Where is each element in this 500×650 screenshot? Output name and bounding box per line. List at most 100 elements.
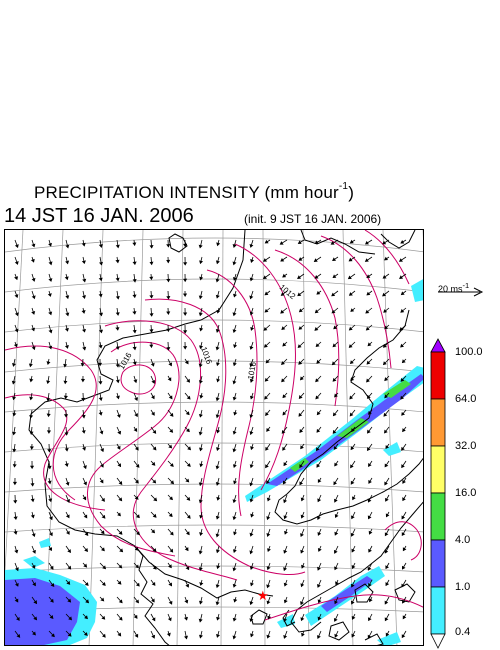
wind-vector-head [382,240,387,245]
wind-vector-head [264,291,269,296]
wind-vector-head [263,258,268,262]
colorbar-top-arrow [430,338,446,353]
colorbar-label: 1.0 [455,581,471,593]
wind-vector-head [334,514,339,518]
wind-vector-head [80,378,86,383]
wind-vector-head [349,395,354,400]
wind-vector-head [249,363,254,368]
wind-vector-head [199,634,203,639]
wind-vector-head [166,311,171,315]
wind-vector-head [401,634,406,639]
wind-vector-head [233,480,237,485]
wind-vector-head [149,329,154,333]
wind-vector-head [250,582,254,587]
wind-vector-head [266,532,271,537]
wind-vector-head [168,582,173,587]
wind-vector-head [267,548,271,553]
wind-vector-head [83,514,88,519]
wind-vector-head [385,497,389,502]
wind-vector-head [249,532,254,537]
wind-vector-head [48,547,53,552]
wind-vector-head [401,464,405,469]
wind-vector-head [115,312,120,316]
isobar-contours [5,230,423,621]
wind-vector-head [183,312,188,316]
wind-vector-head [100,463,104,468]
wind-vector-head [82,278,87,283]
wind-vector-head [249,498,254,503]
wind-vector-head [215,278,220,283]
wind-vector-head [249,378,254,383]
wind-vector-head [385,445,390,450]
wind-vector-head [385,632,390,637]
wind-vector-head [384,394,389,399]
wind-vector-head [166,328,171,333]
wind-vector-head [136,531,140,536]
wind-vector-head [13,500,18,504]
wind-vector-head [216,378,221,383]
wind-vector-head [199,327,204,332]
wind-vector-head [215,601,220,606]
wind-vector-head [185,478,190,483]
wind-vector-head [151,461,156,466]
wind-vector-head [300,583,305,588]
wind-vector-head [314,240,319,245]
wind-vector-head [149,245,154,249]
wind-vector-head [151,529,156,534]
wind-vector-head [400,308,405,313]
wind-vector-head [215,482,220,486]
wind-vector-head [168,513,173,518]
wind-vector-head [64,345,69,349]
wind-vector-head [118,497,123,502]
wind-vector-head [265,464,269,469]
wind-vector-head [136,514,140,519]
wind-vector-head [198,550,203,555]
wind-vector-head [298,395,303,399]
wind-vector-head [32,631,36,636]
wind-vector-head [12,396,17,401]
wind-vector-head [367,566,372,571]
wind-vector-head [266,427,271,432]
wind-vector-head [32,549,36,554]
wind-vector-head [133,614,138,619]
wind-vector-head [332,377,337,382]
wind-vector-head [84,548,88,553]
wind-vector-head [81,430,86,434]
wind-vector-head [64,447,69,452]
wind-vector-head [317,616,322,621]
wind-vector-head [133,427,138,432]
wind-vector-head [333,446,338,450]
wind-vector-head [215,549,220,554]
wind-vector-head [316,583,321,588]
wind-vector-head [317,531,322,536]
wind-vector-head [283,567,287,572]
wind-vector-head [401,565,406,570]
wind-vector-head [264,377,269,382]
wind-vector-head [401,515,406,520]
wind-vector-head [31,327,36,332]
wind-vector-head [100,448,105,453]
wind-vector-head [314,327,319,331]
wind-vector-head [402,497,406,502]
wind-vector-head [183,243,188,248]
wind-vector-head [216,634,220,638]
wind-vector-head [199,394,204,399]
wind-vector-head [198,380,203,384]
wind-vector-head [151,598,155,603]
wind-vector-head [366,378,370,383]
isobar-label: 1012 [278,283,298,302]
wind-vector-head [152,513,157,518]
wind-vector-head [31,295,36,300]
wind-vector-head [29,396,34,401]
wind-vector-head [31,243,36,248]
wind-vector-head [31,564,36,569]
wind-vector-head [233,344,238,349]
wind-vector-head [283,499,287,504]
wind-vector-head [118,481,123,486]
wind-vector-head [232,312,237,317]
wind-vector-head [28,363,33,368]
wind-vector-head [283,618,288,623]
wind-vector-head [316,290,321,295]
wind-vector-head [283,462,288,467]
wind-vector-head [198,567,203,572]
